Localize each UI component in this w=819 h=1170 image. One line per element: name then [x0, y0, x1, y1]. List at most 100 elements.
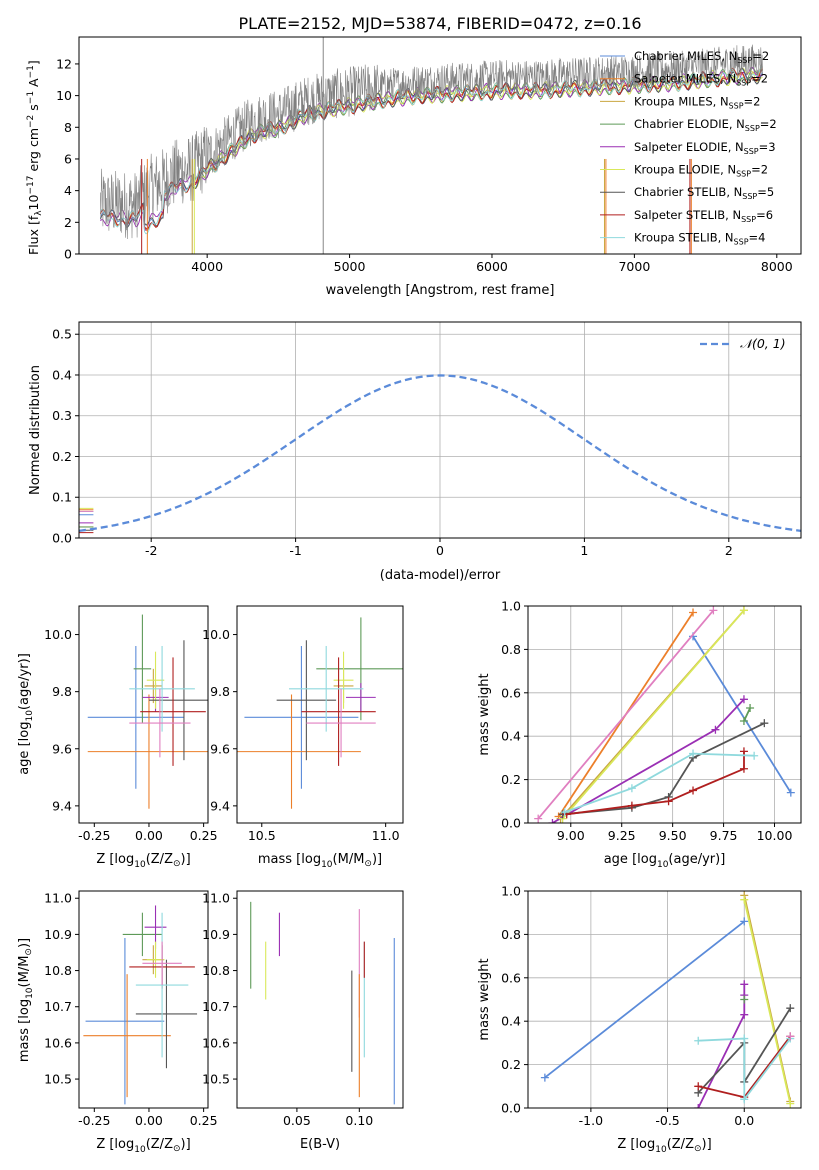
plot-area: [534, 606, 795, 823]
axes-frame: [236, 605, 404, 824]
y-tick-label: 10.6: [44, 1035, 72, 1050]
mass-weight-point: [534, 814, 543, 823]
y-tick-label: 10.0: [44, 627, 72, 642]
mass-weight-line: [697, 984, 746, 1108]
mass-weight-point: [689, 608, 698, 617]
massweight-vs-age-panel: 9.00 9.25 9.50 9.75 10.00 0.0 0.2 0.4 0.6 0.8 1.0 a…: [477, 599, 802, 870]
y-tick-label: 9.6: [52, 741, 72, 756]
mass-weight-line: [564, 752, 755, 813]
y-tick-label: 1.0: [501, 599, 521, 614]
x-axis-label: mass [log10(M/M⊙)]: [258, 852, 382, 870]
x-tick-label: 0: [436, 543, 444, 558]
x-tick-label: 5000: [334, 259, 366, 274]
mass-weight-line: [698, 1037, 792, 1102]
legend-label: 𝒩(0, 1): [740, 336, 786, 351]
data-spectrum-line: [100, 44, 763, 240]
figure-title: PLATE=2152, MJD=53874, FIBERID=0472, z=0…: [238, 14, 641, 33]
legend-label: Kroupa STELIB, NSSP=4: [634, 231, 765, 247]
massweight-vs-metallicity-panel: -1.0 -0.5 0.0 0.0 0.2 0.4 0.6 0.8 1.0 Z [log10(Z/…: [477, 884, 802, 1155]
legend-label: Salpeter STELIB, NSSP=6: [634, 208, 773, 224]
y-tick-label: 9.6: [210, 741, 230, 756]
mass-weight-point: [740, 1095, 749, 1104]
age-vs-metallicity-panel: -0.25 0.00 0.25 9.4 9.6 9.8 10.0 Z [log10(Z/Z⊙)…: [17, 605, 218, 870]
y-tick-label: 0.0: [501, 1101, 521, 1116]
plot-area: [79, 374, 801, 538]
histogram-step: [79, 511, 94, 538]
mass-weight-point: [740, 980, 749, 989]
x-tick-label: -1: [289, 543, 301, 558]
y-tick-label: 11.0: [202, 891, 230, 906]
y-tick-label: 10.5: [44, 1072, 72, 1087]
mass-vs-metallicity-panel: -0.25 0.00 0.25 10.5 10.6 10.7 10.8 10.9 11.0 Z […: [17, 890, 218, 1155]
legend-label: Salpeter ELODIE, NSSP=3: [634, 140, 776, 156]
x-tick-label: -1.0: [579, 1113, 603, 1128]
y-tick-label: 4: [64, 183, 72, 198]
x-tick-label: 0.00: [135, 1113, 163, 1128]
y-tick-label: 0.3: [52, 408, 72, 423]
mass-weight-line: [743, 707, 751, 722]
mass-weight-point: [627, 784, 636, 793]
mass-weight-point: [709, 606, 718, 615]
y-tick-label: 10.9: [202, 927, 230, 942]
y-tick-label: 6: [64, 151, 72, 166]
mass-weight-point: [786, 1099, 795, 1108]
mass-weight-point: [711, 725, 720, 734]
x-tick-label: 8000: [761, 259, 793, 274]
x-tick-label: 1: [580, 543, 588, 558]
mass-weight-point: [786, 788, 795, 797]
histogram-step: [79, 522, 94, 538]
y-tick-label: 10.5: [202, 1072, 230, 1087]
mass-weight-point: [740, 917, 749, 926]
x-axis-label: age [log10(age/yr)]: [604, 852, 726, 870]
y-tick-label: 0.2: [501, 772, 521, 787]
x-tick-label: 2: [725, 543, 733, 558]
y-tick-label: 0.2: [501, 1057, 521, 1072]
y-axis-label: mass [log10(M/M⊙)]: [17, 938, 35, 1062]
plot-area: [99, 37, 763, 254]
x-axis-label: E(B-V): [300, 1137, 340, 1152]
legend-label: Kroupa ELODIE, NSSP=2: [634, 163, 768, 179]
x-tick-label: -0.5: [655, 1113, 679, 1128]
axes-frame: [527, 890, 802, 1109]
y-tick-label: 0.4: [501, 729, 521, 744]
x-tick-label: 0.05: [283, 1113, 311, 1128]
y-tick-label: 9.4: [52, 798, 72, 813]
x-tick-label: -0.25: [78, 1113, 110, 1128]
histogram-step: [79, 514, 94, 538]
x-tick-label: 0.0: [734, 1113, 754, 1128]
y-tick-label: 10.9: [44, 927, 72, 942]
y-tick-label: 10.6: [202, 1035, 230, 1050]
y-tick-label: 11.0: [44, 891, 72, 906]
axes-frame: [78, 36, 802, 255]
y-tick-label: 0.2: [52, 449, 72, 464]
plot-area: [237, 617, 403, 809]
y-tick-label: 0.6: [501, 970, 521, 985]
mass-weight-point: [694, 1104, 703, 1108]
mass-weight-point: [760, 719, 769, 728]
y-tick-label: 10.8: [44, 963, 72, 978]
x-tick-label: 0.25: [190, 1113, 218, 1128]
mass-weight-point: [689, 749, 698, 758]
y-axis-label: Normed distribution: [28, 365, 43, 495]
y-tick-label: 0.6: [501, 685, 521, 700]
y-axis-label: age [log10(age/yr)]: [17, 653, 35, 775]
legend-label: Chabrier STELIB, NSSP=5: [634, 185, 774, 201]
mass-weight-point: [740, 1010, 749, 1019]
legend-label: Kroupa MILES, NSSP=2: [634, 94, 760, 110]
y-tick-label: 10.0: [202, 627, 230, 642]
y-tick-label: 10: [56, 88, 72, 103]
x-tick-label: 9.00: [557, 828, 585, 843]
mass-weight-line: [743, 899, 792, 1104]
plot-area: [540, 891, 795, 1108]
residual-histogram-panel: -2 -1 0 1 2 0.0 0.1 0.2 0.3 0.4 0.5 (data-model)/er…: [28, 321, 802, 583]
mass-weight-line: [537, 609, 715, 820]
spectrum-panel: 4000 5000 6000 7000 8000 0 2 4 6 8 10 12 wavelength …: [26, 36, 802, 298]
x-tick-label: 4000: [191, 259, 223, 274]
histogram-step: [79, 509, 94, 538]
plot-area: [83, 905, 198, 1105]
x-axis-label: Z [log10(Z/Z⊙)]: [96, 1137, 190, 1155]
y-tick-label: 10.7: [44, 999, 72, 1014]
x-axis-label: Z [log10(Z/Z⊙)]: [96, 852, 190, 870]
y-tick-label: 0.0: [501, 816, 521, 831]
